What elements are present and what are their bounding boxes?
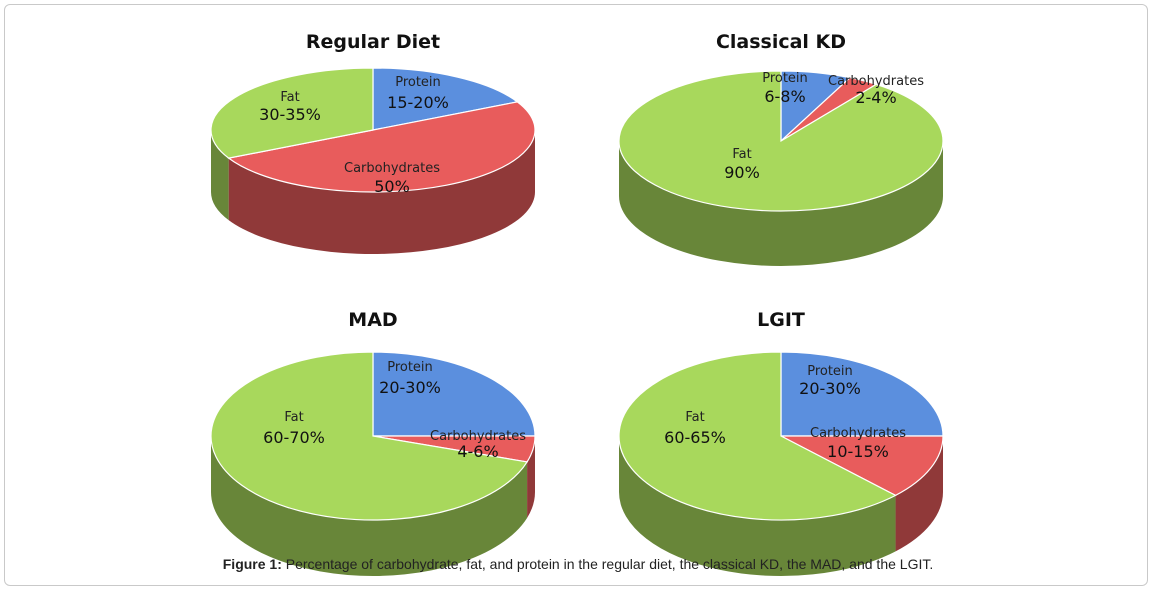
- pie-slice-protein: [372, 351, 536, 437]
- slice-value-label: 20-30%: [799, 379, 861, 398]
- slice-name-label: Protein: [395, 75, 441, 90]
- pie-slice-carbohydrates: [780, 435, 944, 497]
- slice-value-label: 15-20%: [387, 93, 449, 112]
- pie-side-fat-0: [619, 141, 943, 266]
- slice-value-label: 60-65%: [664, 428, 726, 447]
- pie-side-carbohydrates-0: [527, 436, 535, 518]
- slice-value-label: 4-6%: [457, 442, 498, 461]
- chart-title: MAD: [348, 309, 397, 331]
- slice-name-label: Carbohydrates: [344, 161, 440, 176]
- slice-name-label: Protein: [387, 360, 433, 375]
- slice-name-label: Carbohydrates: [430, 429, 526, 444]
- slice-value-label: 10-15%: [827, 442, 889, 461]
- slice-value-label: 50%: [374, 177, 410, 196]
- slice-name-label: Carbohydrates: [810, 426, 906, 441]
- figure-frame: [4, 4, 1148, 586]
- chart-title: Classical KD: [716, 31, 846, 53]
- pie-slice-fat: [618, 351, 897, 521]
- pie-side-fat-0: [619, 436, 896, 576]
- slice-name-label: Carbohydrates: [828, 74, 924, 89]
- slice-value-label: 20-30%: [379, 378, 441, 397]
- caption-label: Figure 1:: [222, 556, 282, 572]
- pie-side-fat-0: [211, 130, 229, 221]
- slice-name-label: Fat: [685, 410, 704, 425]
- pie-slice-protein: [780, 351, 944, 437]
- caption-text: Percentage of carbohydrate, fat, and pro…: [281, 556, 934, 572]
- chart-title: Regular Diet: [306, 31, 440, 53]
- slice-value-label: 2-4%: [855, 88, 896, 107]
- pie-slice-fat: [618, 70, 944, 212]
- slice-name-label: Protein: [807, 364, 853, 379]
- slice-value-label: 60-70%: [263, 428, 325, 447]
- slice-name-label: Fat: [280, 90, 299, 105]
- pie-side-carbohydrates-0: [895, 436, 943, 552]
- slice-value-label: 30-35%: [259, 105, 321, 124]
- pie-chart-0: Regular Diet Protein 15-20% Carbohydrates50…: [210, 31, 536, 255]
- slice-name-label: Fat: [732, 147, 751, 162]
- pie-slice-fat: [210, 351, 529, 521]
- slice-name-label: Protein: [762, 71, 808, 86]
- pie-slice-fat: [210, 67, 374, 159]
- slice-value-label: 90%: [724, 163, 760, 182]
- figure-caption: Figure 1: Percentage of carbohydrate, fa…: [0, 556, 1156, 572]
- slice-name-label: Fat: [284, 410, 303, 425]
- pie-side-fat-0: [211, 436, 528, 576]
- pie-slice-carbohydrates: [227, 101, 536, 193]
- chart-title: LGIT: [757, 309, 805, 331]
- pie-slice-protein: [372, 67, 519, 131]
- slice-value-label: 6-8%: [764, 87, 805, 106]
